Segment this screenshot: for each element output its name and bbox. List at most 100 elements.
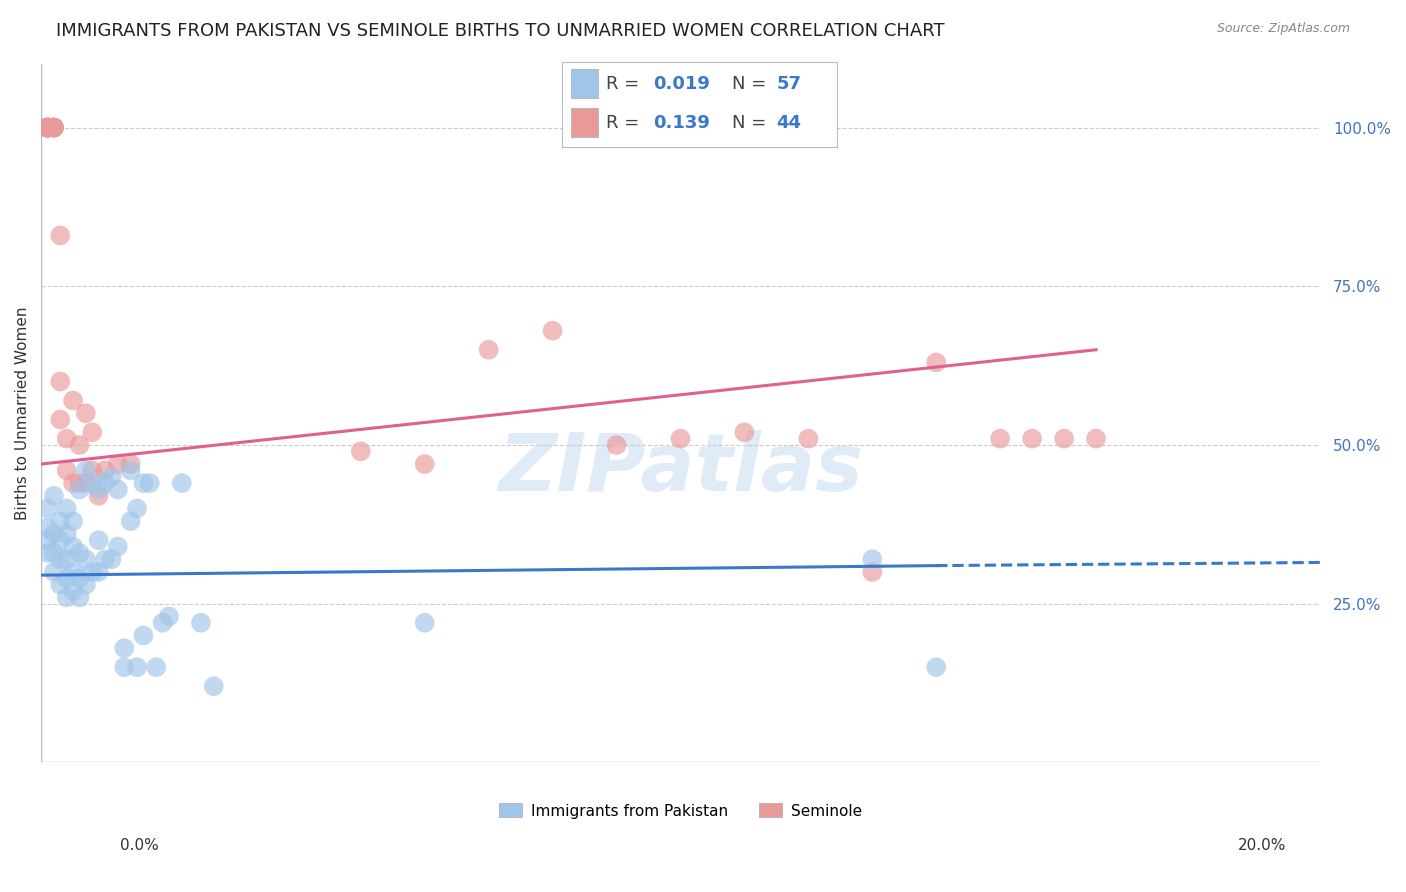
Point bbox=[75, 552, 97, 566]
Point bbox=[37, 120, 59, 135]
Point bbox=[541, 324, 564, 338]
Point bbox=[69, 438, 91, 452]
Point bbox=[75, 577, 97, 591]
Text: 57: 57 bbox=[776, 75, 801, 93]
Point bbox=[87, 489, 110, 503]
Point bbox=[55, 591, 77, 605]
Point bbox=[797, 432, 820, 446]
Point bbox=[49, 228, 72, 243]
Point bbox=[733, 425, 755, 440]
Point bbox=[37, 520, 59, 534]
Point bbox=[1053, 432, 1076, 446]
Bar bbox=[571, 70, 598, 98]
Point bbox=[94, 552, 117, 566]
Y-axis label: Births to Unmarried Women: Births to Unmarried Women bbox=[15, 307, 30, 520]
Point bbox=[37, 546, 59, 560]
Point bbox=[413, 457, 436, 471]
Point bbox=[669, 432, 692, 446]
Text: 0.139: 0.139 bbox=[652, 113, 710, 132]
Point bbox=[139, 476, 162, 491]
Point bbox=[75, 406, 97, 420]
Point bbox=[42, 489, 65, 503]
Point bbox=[62, 584, 84, 599]
Point bbox=[132, 476, 155, 491]
Point bbox=[82, 463, 104, 477]
Text: N =: N = bbox=[733, 75, 772, 93]
Point bbox=[69, 546, 91, 560]
Text: 44: 44 bbox=[776, 113, 801, 132]
Point bbox=[478, 343, 501, 357]
Point bbox=[55, 432, 77, 446]
Point bbox=[37, 120, 59, 135]
Point bbox=[120, 457, 142, 471]
Point bbox=[37, 120, 59, 135]
Text: IMMIGRANTS FROM PAKISTAN VS SEMINOLE BIRTHS TO UNMARRIED WOMEN CORRELATION CHART: IMMIGRANTS FROM PAKISTAN VS SEMINOLE BIR… bbox=[56, 22, 945, 40]
Point bbox=[112, 641, 135, 656]
Text: R =: R = bbox=[606, 113, 645, 132]
Point bbox=[94, 476, 117, 491]
Point bbox=[152, 615, 174, 630]
Point bbox=[37, 120, 59, 135]
Point bbox=[55, 571, 77, 585]
Point bbox=[112, 660, 135, 674]
Text: ZIPatlas: ZIPatlas bbox=[498, 430, 863, 508]
Point bbox=[55, 463, 77, 477]
Point bbox=[190, 615, 212, 630]
Point bbox=[69, 476, 91, 491]
Point bbox=[75, 463, 97, 477]
Point bbox=[120, 514, 142, 528]
Point bbox=[125, 660, 148, 674]
Point bbox=[69, 483, 91, 497]
Point bbox=[49, 514, 72, 528]
Point bbox=[157, 609, 180, 624]
Point bbox=[62, 540, 84, 554]
Point bbox=[82, 476, 104, 491]
Point bbox=[120, 463, 142, 477]
Point bbox=[145, 660, 167, 674]
Point bbox=[82, 565, 104, 579]
Point bbox=[42, 120, 65, 135]
Point bbox=[62, 393, 84, 408]
Point bbox=[37, 120, 59, 135]
Point bbox=[202, 679, 225, 693]
Point bbox=[925, 355, 948, 369]
Point bbox=[37, 120, 59, 135]
Text: 0.0%: 0.0% bbox=[120, 838, 159, 854]
Point bbox=[42, 120, 65, 135]
Point bbox=[925, 660, 948, 674]
Point bbox=[49, 552, 72, 566]
Point bbox=[42, 120, 65, 135]
Point bbox=[107, 457, 129, 471]
Point bbox=[69, 571, 91, 585]
Bar bbox=[571, 108, 598, 137]
Point bbox=[49, 533, 72, 548]
Point bbox=[69, 591, 91, 605]
Point bbox=[100, 552, 122, 566]
Point bbox=[62, 476, 84, 491]
Point bbox=[49, 577, 72, 591]
Point bbox=[87, 483, 110, 497]
Point bbox=[100, 469, 122, 483]
Point bbox=[87, 565, 110, 579]
Point bbox=[860, 565, 883, 579]
Point bbox=[350, 444, 373, 458]
Point bbox=[107, 483, 129, 497]
Point bbox=[988, 432, 1011, 446]
Text: R =: R = bbox=[606, 75, 645, 93]
Point bbox=[62, 514, 84, 528]
Point bbox=[132, 628, 155, 642]
Point bbox=[107, 540, 129, 554]
Legend: Immigrants from Pakistan, Seminole: Immigrants from Pakistan, Seminole bbox=[494, 797, 868, 824]
Point bbox=[125, 501, 148, 516]
Point bbox=[170, 476, 193, 491]
Text: 0.019: 0.019 bbox=[652, 75, 710, 93]
Point bbox=[42, 120, 65, 135]
Point bbox=[42, 565, 65, 579]
Point bbox=[42, 120, 65, 135]
Point bbox=[1021, 432, 1043, 446]
Point bbox=[42, 546, 65, 560]
Point bbox=[37, 533, 59, 548]
Point bbox=[55, 552, 77, 566]
Point bbox=[37, 120, 59, 135]
Text: 20.0%: 20.0% bbox=[1239, 838, 1286, 854]
